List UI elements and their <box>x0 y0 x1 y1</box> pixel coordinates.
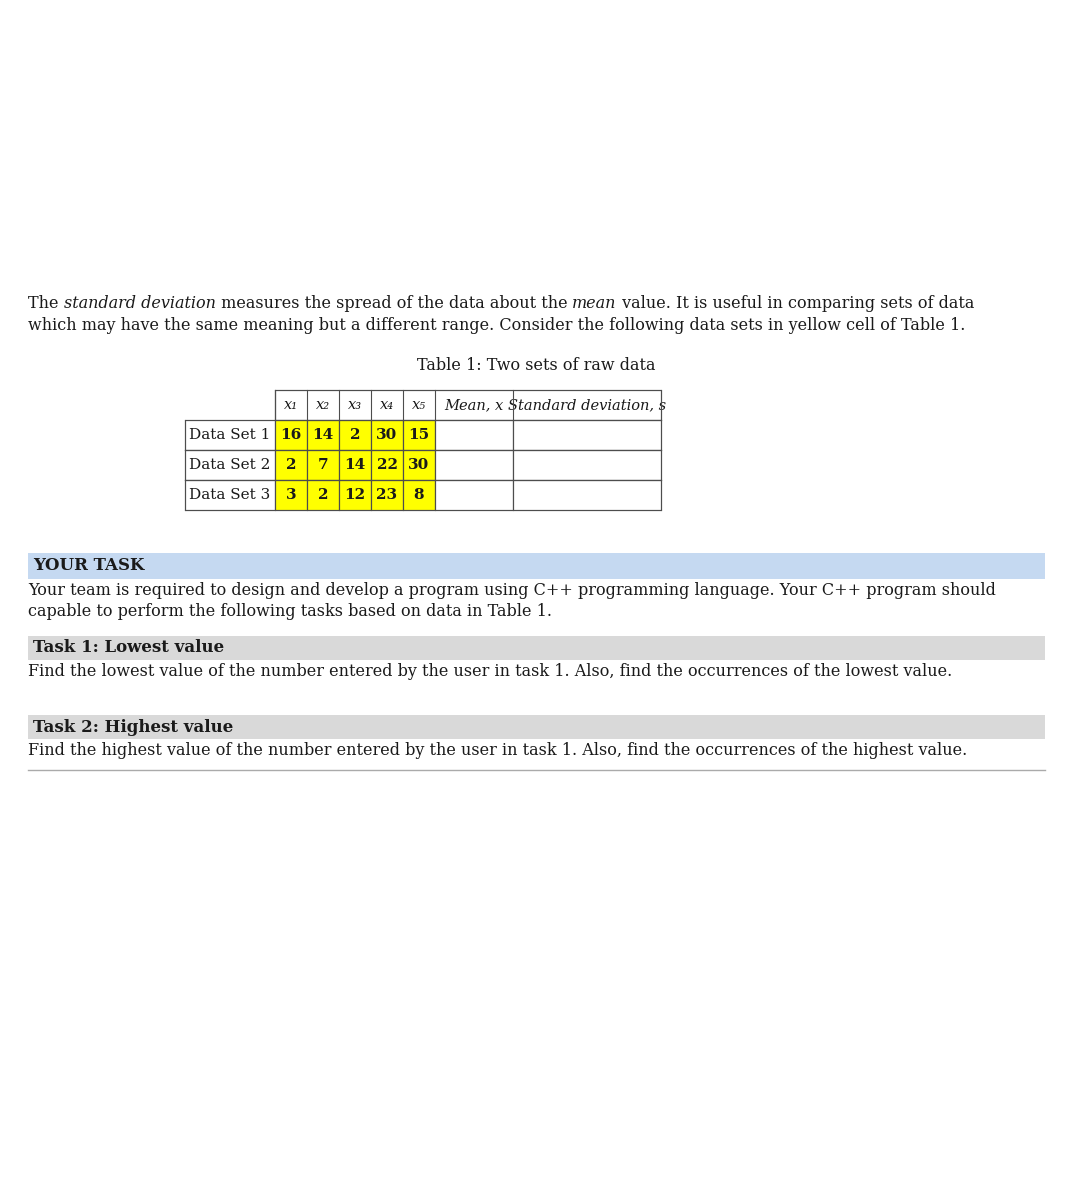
Text: Your team is required to design and develop a program using C++ programming lang: Your team is required to design and deve… <box>28 582 996 599</box>
Bar <box>403 480 435 510</box>
Text: Find the lowest value of the number entered by the user in task 1. Also, find th: Find the lowest value of the number ente… <box>28 662 952 680</box>
Text: 12: 12 <box>344 488 366 502</box>
Bar <box>513 450 661 480</box>
Text: Task 2: Highest value: Task 2: Highest value <box>33 719 233 736</box>
Text: 30: 30 <box>377 428 398 442</box>
Bar <box>435 420 513 450</box>
Text: 15: 15 <box>409 428 429 442</box>
Text: Standard deviation, s: Standard deviation, s <box>508 398 666 412</box>
Bar <box>435 480 513 510</box>
Bar <box>371 480 403 510</box>
Bar <box>435 450 513 480</box>
Text: 14: 14 <box>312 428 334 442</box>
Text: 30: 30 <box>409 458 429 472</box>
Bar <box>307 420 339 450</box>
Text: standard deviation: standard deviation <box>63 295 216 312</box>
Text: Data Set 2: Data Set 2 <box>189 458 270 472</box>
Bar <box>339 450 371 480</box>
Text: x₁: x₁ <box>284 398 298 412</box>
Text: Task 1: Lowest value: Task 1: Lowest value <box>33 640 224 656</box>
Bar <box>339 420 371 450</box>
Text: which may have the same meaning but a different range. Consider the following da: which may have the same meaning but a di… <box>28 317 966 334</box>
Bar <box>275 390 661 420</box>
Text: Find the highest value of the number entered by the user in task 1. Also, find t: Find the highest value of the number ent… <box>28 742 967 758</box>
Bar <box>185 450 275 480</box>
Text: measures the spread of the data about the: measures the spread of the data about th… <box>216 295 572 312</box>
Text: 22: 22 <box>377 458 397 472</box>
Text: 2: 2 <box>285 458 296 472</box>
Bar <box>339 480 371 510</box>
Text: 8: 8 <box>414 488 424 502</box>
Bar <box>28 553 1045 578</box>
Bar <box>307 480 339 510</box>
Bar <box>371 450 403 480</box>
Text: YOUR TASK: YOUR TASK <box>33 558 145 575</box>
Bar <box>513 480 661 510</box>
Text: x₃: x₃ <box>348 398 362 412</box>
Text: x₅: x₅ <box>412 398 426 412</box>
Text: x₂: x₂ <box>315 398 330 412</box>
Bar <box>28 636 1045 660</box>
Text: 23: 23 <box>377 488 398 502</box>
Bar <box>185 420 275 450</box>
Bar <box>307 450 339 480</box>
Bar <box>403 450 435 480</box>
Text: 2: 2 <box>350 428 361 442</box>
Bar <box>28 715 1045 739</box>
Bar <box>371 420 403 450</box>
Text: 14: 14 <box>344 458 366 472</box>
Text: value. It is useful in comparing sets of data: value. It is useful in comparing sets of… <box>617 295 974 312</box>
Text: Data Set 1: Data Set 1 <box>189 428 270 442</box>
Text: 2: 2 <box>318 488 328 502</box>
Text: 16: 16 <box>280 428 302 442</box>
Bar <box>403 420 435 450</box>
Bar <box>185 480 275 510</box>
Text: Data Set 3: Data Set 3 <box>189 488 270 502</box>
Bar <box>275 480 307 510</box>
Text: x₄: x₄ <box>380 398 394 412</box>
Bar <box>513 420 661 450</box>
Text: 3: 3 <box>285 488 296 502</box>
Text: Table 1: Two sets of raw data: Table 1: Two sets of raw data <box>416 358 656 374</box>
Text: The: The <box>28 295 63 312</box>
Text: capable to perform the following tasks based on data in Table 1.: capable to perform the following tasks b… <box>28 602 552 620</box>
Text: 7: 7 <box>318 458 328 472</box>
Bar <box>275 450 307 480</box>
Bar <box>275 420 307 450</box>
Text: Mean, x: Mean, x <box>444 398 503 412</box>
Text: mean: mean <box>572 295 617 312</box>
